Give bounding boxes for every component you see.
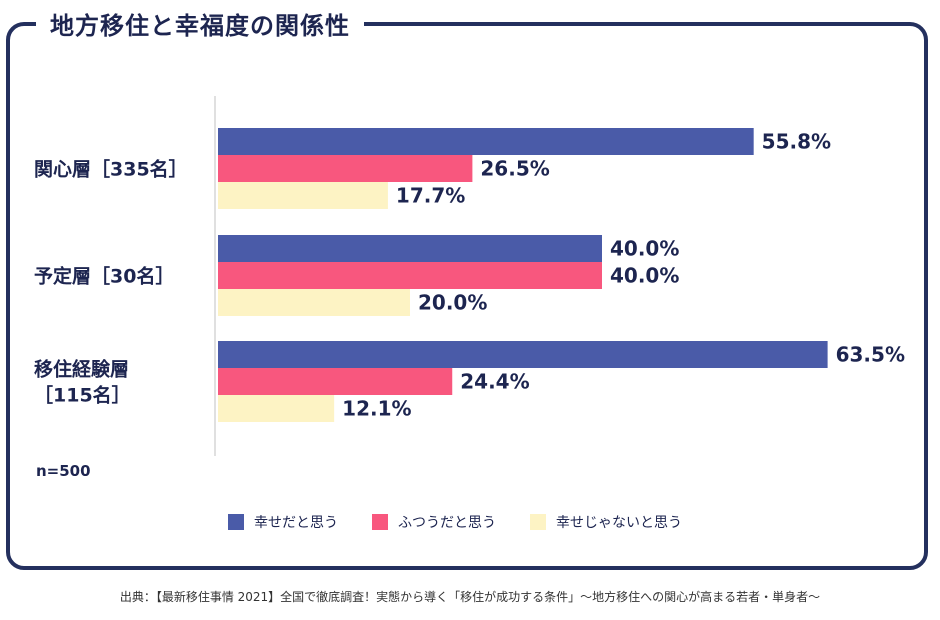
chart-frame <box>6 22 928 570</box>
legend-item: 幸せだと思う <box>228 512 338 532</box>
bar <box>218 368 453 395</box>
data-label: 24.4% <box>460 370 529 394</box>
data-label: 40.0% <box>610 237 679 261</box>
category-label-line: 予定層［30名］ <box>34 265 174 288</box>
bar-chart: 関心層［335名］ 55.8% 26.5% 17.7% 予定層［30名］ 40.0% 40.… <box>34 96 905 456</box>
data-label: 55.8% <box>762 130 831 154</box>
legend-swatch <box>530 514 546 530</box>
bar <box>218 182 388 209</box>
source-note: 出典：【最新移住事情 2021】全国で徹底調査！実態から導く「移住が成功する条件… <box>119 590 821 604</box>
bar <box>218 341 828 368</box>
legend: 幸せだと思う ふつうだと思う 幸せじゃないと思う <box>228 512 682 532</box>
data-label: 17.7% <box>396 184 465 208</box>
bar <box>218 128 754 155</box>
chart-title: 地方移住と幸福度の関係性 <box>50 11 350 40</box>
data-label: 63.5% <box>836 343 905 367</box>
sample-size: n=500 <box>36 462 91 480</box>
category-label-line: ［115名］ <box>34 384 131 407</box>
legend-swatch <box>228 514 244 530</box>
category-label: 関心層［335名］ <box>34 158 188 181</box>
legend-item: ふつうだと思う <box>372 512 496 532</box>
data-label: 12.1% <box>342 397 411 421</box>
data-label: 20.0% <box>418 291 487 315</box>
legend-label: ふつうだと思う <box>398 515 496 531</box>
category-label: 移住経験層 ［115名］ <box>34 358 131 407</box>
category-label-line: 関心層［335名］ <box>34 158 188 181</box>
legend-label: 幸せだと思う <box>254 515 338 531</box>
data-label: 26.5% <box>480 157 549 181</box>
data-label: 40.0% <box>610 264 679 288</box>
category-label: 予定層［30名］ <box>34 265 174 288</box>
title-container: 地方移住と幸福度の関係性 <box>36 4 364 42</box>
bar <box>218 289 410 316</box>
bar <box>218 262 602 289</box>
category-label-line: 移住経験層 <box>34 358 129 381</box>
legend-swatch <box>372 514 388 530</box>
bar <box>218 155 473 182</box>
legend-label: 幸せじゃないと思う <box>556 515 682 531</box>
bar <box>218 395 335 422</box>
legend-item: 幸せじゃないと思う <box>530 512 682 532</box>
bar <box>218 235 602 262</box>
